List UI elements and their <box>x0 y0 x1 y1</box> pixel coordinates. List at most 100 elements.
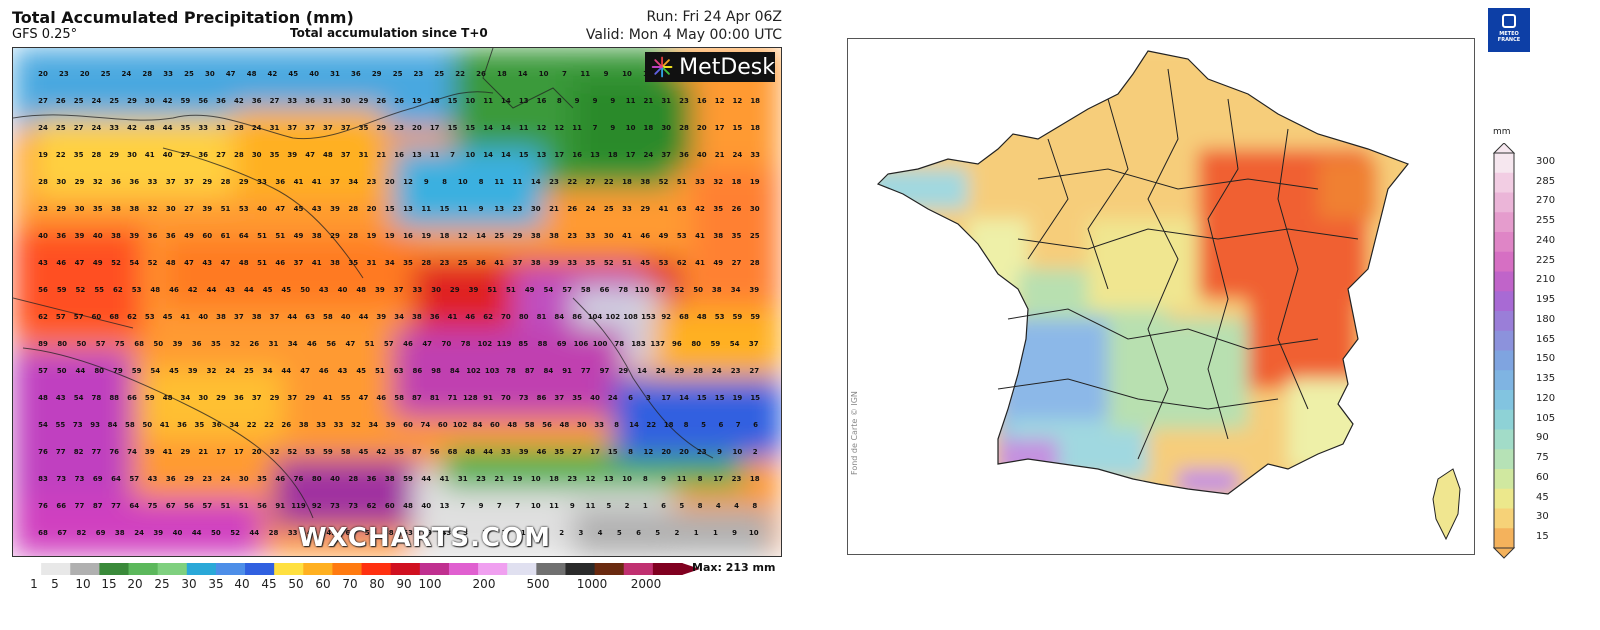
grid-value: 80 <box>519 313 529 321</box>
grid-value: 26 <box>249 340 259 348</box>
grid-value: 8 <box>698 475 703 483</box>
grid-value: 38 <box>549 232 559 240</box>
grid-value: 38 <box>385 475 395 483</box>
grid-value: 15 <box>715 394 725 402</box>
grid-value: 28 <box>348 205 358 213</box>
grid-value: 44 <box>421 475 431 483</box>
grid-value: 80 <box>94 367 104 375</box>
grid-value: 78 <box>614 340 624 348</box>
grid-value: 9 <box>593 97 598 105</box>
grid-value: 44 <box>244 286 254 294</box>
grid-value: 45 <box>307 529 317 537</box>
grid-value: 33 <box>695 178 705 186</box>
grid-value: 10 <box>458 178 468 186</box>
grid-value: 23 <box>513 205 523 213</box>
grid-value: 28 <box>421 259 431 267</box>
grid-value: 37 <box>287 124 297 132</box>
grid-value: 36 <box>275 178 285 186</box>
grid-value: 38 <box>640 178 650 186</box>
grid-value: 18 <box>750 124 760 132</box>
grid-value: 92 <box>312 502 322 510</box>
grid-value: 15 <box>608 448 618 456</box>
grid-value: 83 <box>38 475 48 483</box>
grid-value: 33 <box>750 151 760 159</box>
grid-value: 58 <box>394 394 404 402</box>
wxcharts-panel: Total Accumulated Precipitation (mm) GFS… <box>12 8 782 591</box>
grid-value: 58 <box>384 529 394 537</box>
grid-value: 43 <box>202 259 212 267</box>
grid-value: 8 <box>614 421 619 429</box>
grid-value: 51 <box>622 259 632 267</box>
grid-value: 62 <box>113 286 123 294</box>
grid-value: 8 <box>698 502 703 510</box>
colorbar-tick: 35 <box>208 577 224 591</box>
grid-value: 26 <box>376 97 386 105</box>
grid-value: 32 <box>713 178 723 186</box>
grid-value: 30 <box>604 232 614 240</box>
colorbar-swatch <box>594 563 625 575</box>
grid-value: 33 <box>198 124 208 132</box>
grid-value: 50 <box>142 421 152 429</box>
grid-value: 25 <box>244 367 254 375</box>
grid-value: 29 <box>56 205 66 213</box>
grid-value: 38 <box>713 232 723 240</box>
grid-value: 48 <box>239 259 249 267</box>
grid-value: 57 <box>202 502 212 510</box>
legend-tick: 75 <box>1536 452 1549 464</box>
grid-value: 46 <box>169 286 179 294</box>
grid-value: 6 <box>718 421 723 429</box>
legend-swatch <box>1494 469 1514 490</box>
grid-value: 8 <box>442 178 447 186</box>
grid-value: 54 <box>74 394 84 402</box>
grid-value: 22 <box>604 178 614 186</box>
grid-value: 56 <box>184 502 194 510</box>
legend-swatch <box>1494 330 1514 351</box>
grid-value: 19 <box>733 394 743 402</box>
grid-value: 39 <box>153 529 163 537</box>
grid-value: 34 <box>394 313 404 321</box>
grid-value: 84 <box>544 367 554 375</box>
metdesk-logo: MetDesk <box>645 52 775 82</box>
grid-value: 48 <box>166 259 176 267</box>
grid-value: 36 <box>212 421 222 429</box>
grid-value: 59 <box>181 97 191 105</box>
grid-value: 15 <box>440 205 450 213</box>
colorbar-swatch <box>70 563 100 575</box>
grid-value: 88 <box>538 340 548 348</box>
colorbar-swatch <box>448 563 479 575</box>
grid-value: 23 <box>440 259 450 267</box>
legend-swatch <box>1494 212 1514 233</box>
grid-value: 29 <box>675 367 685 375</box>
grid-value: 46 <box>403 340 413 348</box>
grid-value: 21 <box>715 151 725 159</box>
grid-value: 56 <box>430 448 440 456</box>
grid-value: 12 <box>715 97 725 105</box>
grid-value: 28 <box>234 124 244 132</box>
grid-value: 45 <box>163 313 173 321</box>
grid-value: 2 <box>559 529 564 537</box>
grid-value: 46 <box>465 313 475 321</box>
grid-value: 40 <box>257 205 267 213</box>
grid-value: 32 <box>148 205 158 213</box>
grid-value: 52 <box>111 259 121 267</box>
grid-value: 9 <box>661 475 666 483</box>
grid-value: 7 <box>593 124 598 132</box>
grid-value: 34 <box>229 421 239 429</box>
grid-value: 39 <box>145 448 155 456</box>
grid-value: 38 <box>129 205 139 213</box>
grid-value: 11 <box>458 205 468 213</box>
grid-value: 5 <box>617 529 622 537</box>
meteo-france-icon <box>1502 14 1516 28</box>
grid-value: 54 <box>38 421 48 429</box>
grid-value: 24 <box>221 475 231 483</box>
grid-value: 13 <box>590 151 600 159</box>
grid-value: 40 <box>309 70 319 78</box>
grid-value: 52 <box>148 259 158 267</box>
grid-value: 37 <box>287 394 297 402</box>
grid-value: 12 <box>644 448 654 456</box>
grid-value: 59 <box>711 340 721 348</box>
ign-credit: Fond de Carte © IGN <box>850 391 859 475</box>
grid-value: 48 <box>247 70 257 78</box>
grid-value: 55 <box>56 421 66 429</box>
grid-value: 23 <box>549 178 559 186</box>
